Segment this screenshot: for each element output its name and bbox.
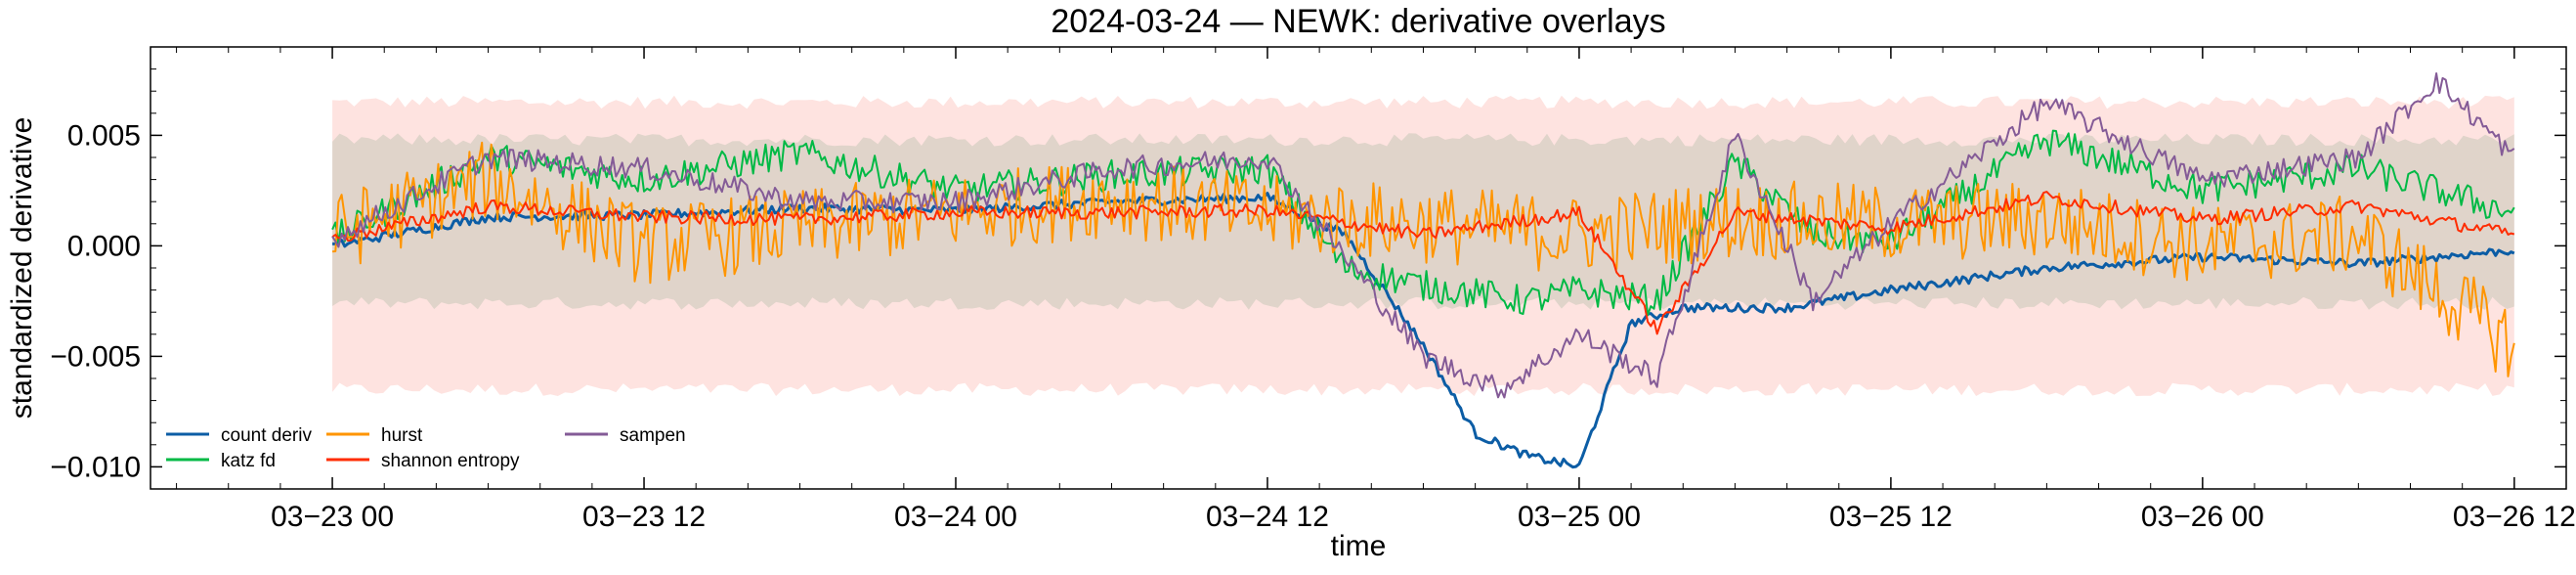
band-layer (332, 95, 2514, 397)
y-tick-label: −0.005 (50, 340, 141, 373)
chart-title: 2024-03-24 — NEWK: derivative overlays (1051, 3, 1665, 40)
x-tick-label: 03−24 12 (1206, 501, 1329, 533)
y-axis-label: standardized derivative (6, 117, 38, 420)
x-tick-label: 03−25 00 (1518, 501, 1641, 533)
x-tick-label: 03−23 00 (271, 501, 394, 533)
y-tick-label: 0.000 (67, 230, 141, 262)
y-tick-label: 0.005 (67, 119, 141, 152)
legend-label: katz fd (221, 451, 276, 471)
x-axis: 03−23 00 03−23 12 03−24 00 03−24 12 03−25 00… (176, 47, 2576, 533)
series-line-sampen (331, 72, 2515, 399)
legend-label: shannon entropy (381, 451, 520, 471)
legend-label: count deriv (221, 425, 312, 446)
x-tick-label: 03−24 00 (894, 501, 1017, 533)
x-tick-label: 03−25 12 (1829, 501, 1953, 533)
x-tick-label: 03−23 12 (582, 501, 706, 533)
legend-label: sampen (620, 425, 686, 446)
x-axis-label: time (1331, 530, 1387, 562)
y-axis: 0.005 0.000 −0.005 −0.010 (50, 68, 2566, 490)
x-tick-label: 03−26 12 (2453, 501, 2576, 533)
series-layer (331, 72, 2515, 469)
legend: count deriv katz fd hurst shannon entropy sa… (166, 425, 686, 471)
y-tick-label: −0.010 (50, 451, 141, 483)
x-tick-label: 03−26 00 (2141, 501, 2264, 533)
series-line-katz-fd (331, 129, 2515, 317)
series-line-shannon-entropy (331, 191, 2515, 335)
legend-label: hurst (381, 425, 423, 446)
